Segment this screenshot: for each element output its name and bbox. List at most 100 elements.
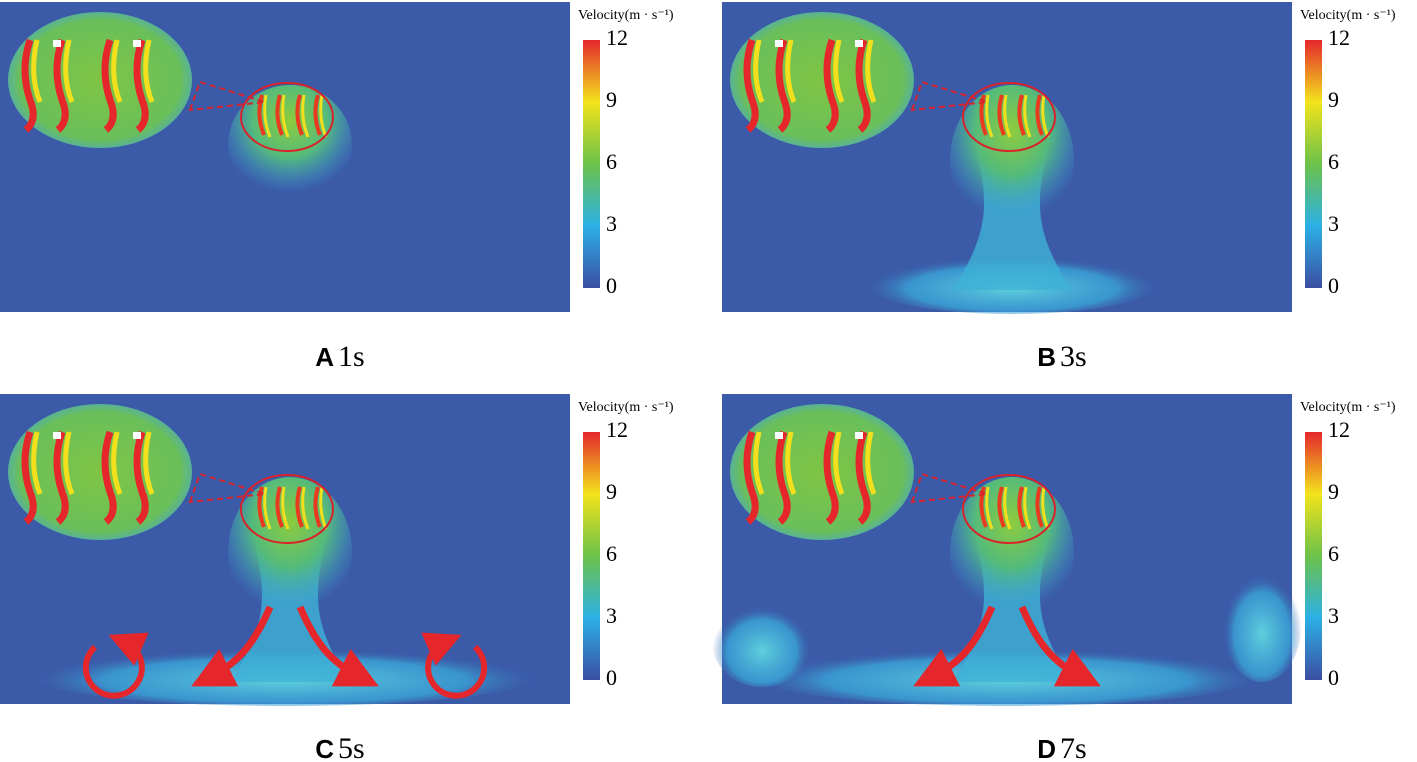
jet-edge (319, 486, 328, 530)
colorbar-tick: 12 (1328, 417, 1350, 442)
inset-jet-edge (31, 39, 43, 103)
plume-head (950, 85, 1074, 235)
nozzle (855, 40, 863, 47)
inset-jet (133, 430, 149, 525)
panel: Velocity(m · s⁻¹) 0 3 6 9 12 B 3s (722, 2, 1396, 373)
panel-letter: A (315, 342, 334, 372)
inset-jet (133, 38, 149, 133)
side-flow (712, 597, 812, 687)
inset-jet-edge (143, 431, 155, 495)
nozzle (775, 432, 783, 439)
panel: Velocity(m · s⁻¹) 0 3 6 9 12 C 5s (0, 394, 674, 762)
jet (1017, 486, 1026, 528)
colorbar-tick: 12 (1328, 25, 1350, 50)
zoom-pointer (910, 472, 988, 504)
colorbar-tick: 3 (606, 603, 617, 628)
jet-edge (1003, 486, 1012, 530)
plume-head (228, 85, 352, 205)
inset-jet-edge (111, 39, 123, 103)
panel-letter: C (315, 734, 334, 762)
flow-arrow (191, 605, 274, 687)
panel: Velocity(m · s⁻¹) 0 3 6 9 12 D 7s (712, 394, 1396, 762)
inset-jet (855, 38, 871, 133)
zoom-pointer (188, 80, 266, 112)
panel-letter: D (1037, 734, 1056, 762)
panel: Velocity(m · s⁻¹) 0 3 6 9 12 A 1s (0, 2, 674, 373)
inset-jet (53, 430, 69, 525)
jet-edge (1041, 486, 1050, 530)
inset-jet (21, 430, 37, 525)
vortex-arrow (421, 632, 488, 699)
colorbar-tick: 0 (1328, 273, 1339, 298)
jet (275, 486, 284, 528)
jet (997, 486, 1006, 528)
nozzle (53, 432, 61, 439)
inset-jet (101, 38, 117, 133)
jet-edge (1023, 94, 1032, 138)
panel-time: 7s (1060, 732, 1087, 762)
colorbar-tick: 3 (606, 211, 617, 236)
jet (313, 486, 322, 528)
jet (295, 94, 304, 136)
flow-arrow (913, 605, 996, 687)
inset-jet (743, 38, 759, 133)
colorbar-tick: 9 (606, 87, 617, 112)
panel-caption: D 7s (1037, 732, 1086, 762)
colorbar-title: Velocity(m · s⁻¹) (1300, 8, 1396, 23)
inset-jet-edge (63, 431, 75, 495)
inset-jet (823, 430, 839, 525)
colorbar-tick: 12 (606, 25, 628, 50)
colorbar-tick: 9 (1328, 479, 1339, 504)
colorbar-tick: 6 (606, 541, 617, 566)
plume-head (228, 477, 352, 627)
panel-caption: A 1s (315, 340, 364, 373)
zoom-pointer (188, 472, 266, 504)
zoom-ring (240, 474, 334, 544)
jet (257, 94, 266, 136)
inset-jet-edge (143, 39, 155, 103)
colorbar-tick: 9 (1328, 87, 1339, 112)
jet-edge (985, 94, 994, 138)
flow-arrow (296, 605, 379, 687)
colorbar-title: Velocity(m · s⁻¹) (578, 8, 674, 23)
flow-arrow (1018, 605, 1101, 687)
jet-edge (301, 486, 310, 530)
inset-jet-edge (111, 431, 123, 495)
colorbar (583, 40, 600, 288)
jet-edge (985, 486, 994, 530)
jet (1017, 94, 1026, 136)
panel-time: 5s (338, 732, 365, 762)
nozzle (775, 40, 783, 47)
colorbar (1305, 40, 1322, 288)
panel-time: 1s (338, 340, 365, 373)
panel-time: 3s (1060, 340, 1087, 373)
jet (997, 94, 1006, 136)
inset-jet (775, 430, 791, 525)
jet-edge (319, 94, 328, 138)
panel-caption: C 5s (315, 732, 364, 762)
zoom-ring (962, 82, 1056, 152)
jet-edge (281, 94, 290, 138)
jet (1035, 94, 1044, 136)
jet-edge (263, 94, 272, 138)
colorbar-tick: 3 (1328, 603, 1339, 628)
inset-jet-edge (753, 431, 765, 495)
inset-jet-edge (753, 39, 765, 103)
colorbar-tick: 0 (606, 665, 617, 690)
colorbar-tick: 0 (606, 273, 617, 298)
inset-jet-edge (63, 39, 75, 103)
jet (979, 94, 988, 136)
side-flow (1222, 562, 1302, 682)
colorbar-tick: 12 (606, 417, 628, 442)
colorbar-tick: 0 (1328, 665, 1339, 690)
nozzle (855, 432, 863, 439)
inset-jet (101, 430, 117, 525)
plume-head (950, 477, 1074, 627)
inset-jet (855, 430, 871, 525)
nozzle (133, 40, 141, 47)
colorbar (583, 432, 600, 680)
inset-jet-edge (833, 39, 845, 103)
jet-edge (301, 94, 310, 138)
jet (313, 94, 322, 136)
jet (257, 486, 266, 528)
